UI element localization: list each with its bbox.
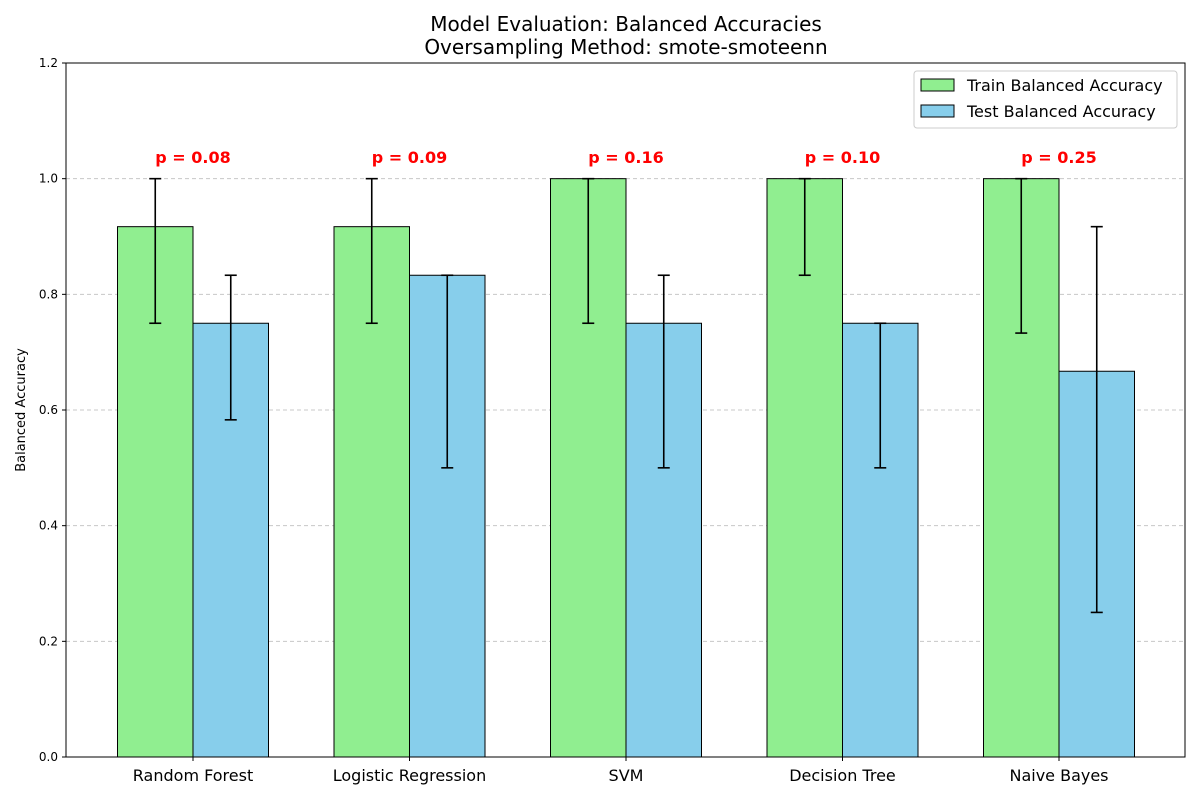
x-tick-label: Decision Tree	[789, 766, 896, 785]
y-tick-label: 0.2	[39, 634, 58, 648]
x-axis-ticks: Random Forest Logistic Regression SVM Decis…	[133, 757, 1109, 785]
y-tick-label: 0.4	[39, 519, 58, 533]
y-tick-label: 0.0	[39, 750, 58, 764]
p-value-label: p = 0.09	[372, 148, 447, 167]
legend-box	[913, 70, 1178, 129]
legend-label: Train Balanced Accuracy	[966, 76, 1163, 95]
p-value-label: p = 0.25	[1021, 148, 1096, 167]
y-tick-label: 0.6	[39, 403, 58, 417]
x-tick-label: Random Forest	[133, 766, 253, 785]
p-value-label: p = 0.08	[155, 148, 230, 167]
legend-swatch	[920, 104, 955, 118]
x-tick-label: Naive Bayes	[1009, 766, 1108, 785]
p-value-label: p = 0.10	[805, 148, 880, 167]
x-tick-label: Logistic Regression	[333, 766, 486, 785]
error-bars	[149, 177, 1103, 614]
legend-label: Test Balanced Accuracy	[966, 102, 1156, 121]
y-axis-label: Balanced Accuracy	[14, 348, 29, 472]
p-value-label: p = 0.16	[588, 148, 663, 167]
y-tick-label: 1.2	[39, 56, 58, 70]
bars	[117, 178, 1135, 758]
legend: Train Balanced Accuracy Test Balanced Acc…	[913, 70, 1178, 129]
legend-swatch	[920, 78, 955, 92]
y-tick-label: 0.8	[39, 287, 58, 301]
y-axis-ticks: 0.0 0.2 0.4 0.6 0.8 1.0 1.2	[39, 56, 66, 764]
chart-title: Model Evaluation: Balanced Accuracies	[430, 12, 822, 36]
p-value-annotations: p = 0.08 p = 0.09 p = 0.16 p = 0.10 p = 0.25	[155, 148, 1096, 167]
y-tick-label: 1.0	[39, 172, 58, 186]
x-tick-label: SVM	[609, 766, 644, 785]
chart-subtitle: Oversampling Method: smote-smoteenn	[424, 35, 827, 59]
